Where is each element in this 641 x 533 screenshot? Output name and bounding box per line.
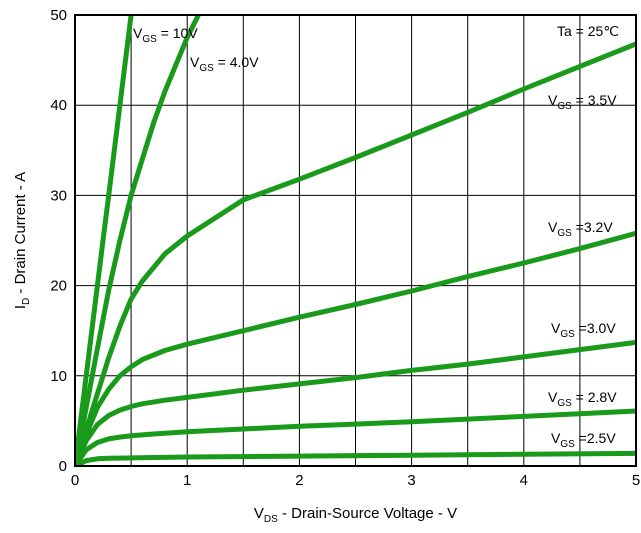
series-label: VGS =2.5V — [551, 430, 616, 450]
x-tick-label: 5 — [632, 472, 640, 489]
x-tick-label: 2 — [295, 472, 303, 489]
plot-frame — [74, 14, 637, 467]
y-tick-label: 40 — [50, 97, 67, 114]
y-axis-title-rest: - Drain Current - A — [12, 172, 29, 298]
series-line — [75, 450, 636, 466]
x-tick-label: 4 — [520, 472, 528, 489]
series-label: VGS = 2.8V — [548, 389, 617, 409]
x-axis-title-rest: - Drain-Source Voltage - V — [278, 505, 457, 522]
series-line — [75, 339, 636, 466]
y-axis-title-main: I — [12, 305, 29, 309]
y-tick-label: 50 — [50, 7, 67, 24]
y-tick-label: 20 — [50, 278, 67, 295]
grid — [75, 15, 636, 466]
x-tick-label: 3 — [407, 472, 415, 489]
series-label: VGS = 4.0V — [190, 54, 259, 74]
series-label: VGS = 3.5V — [548, 92, 617, 112]
series-line — [75, 15, 134, 466]
x-tick-label: 0 — [71, 472, 79, 489]
y-tick-label: 0 — [59, 458, 67, 475]
y-axis-title: ID - Drain Current - A — [12, 172, 32, 309]
series-line — [75, 230, 636, 466]
series-layer — [75, 15, 636, 466]
x-axis-title: VDS - Drain-Source Voltage - V — [254, 505, 457, 525]
x-axis-title-sub: DS — [264, 514, 278, 525]
x-tick-label: 1 — [183, 472, 191, 489]
series-label: VGS = 10V — [133, 25, 198, 45]
y-tick-label: 10 — [50, 368, 67, 385]
series-line — [75, 41, 636, 466]
series-line — [75, 15, 201, 466]
temperature-annotation: Ta = 25℃ — [557, 23, 619, 39]
y-tick-label: 30 — [50, 187, 67, 204]
series-line — [75, 408, 636, 466]
series-label: VGS =3.2V — [548, 219, 613, 239]
y-axis-title-sub: D — [21, 298, 32, 305]
series-label: VGS =3.0V — [551, 320, 616, 340]
curve-labels: VGS = 10V VGS = 4.0V VGS = 3.5V VGS =3.2V VG… — [133, 25, 617, 450]
x-axis-title-main: V — [254, 505, 264, 522]
